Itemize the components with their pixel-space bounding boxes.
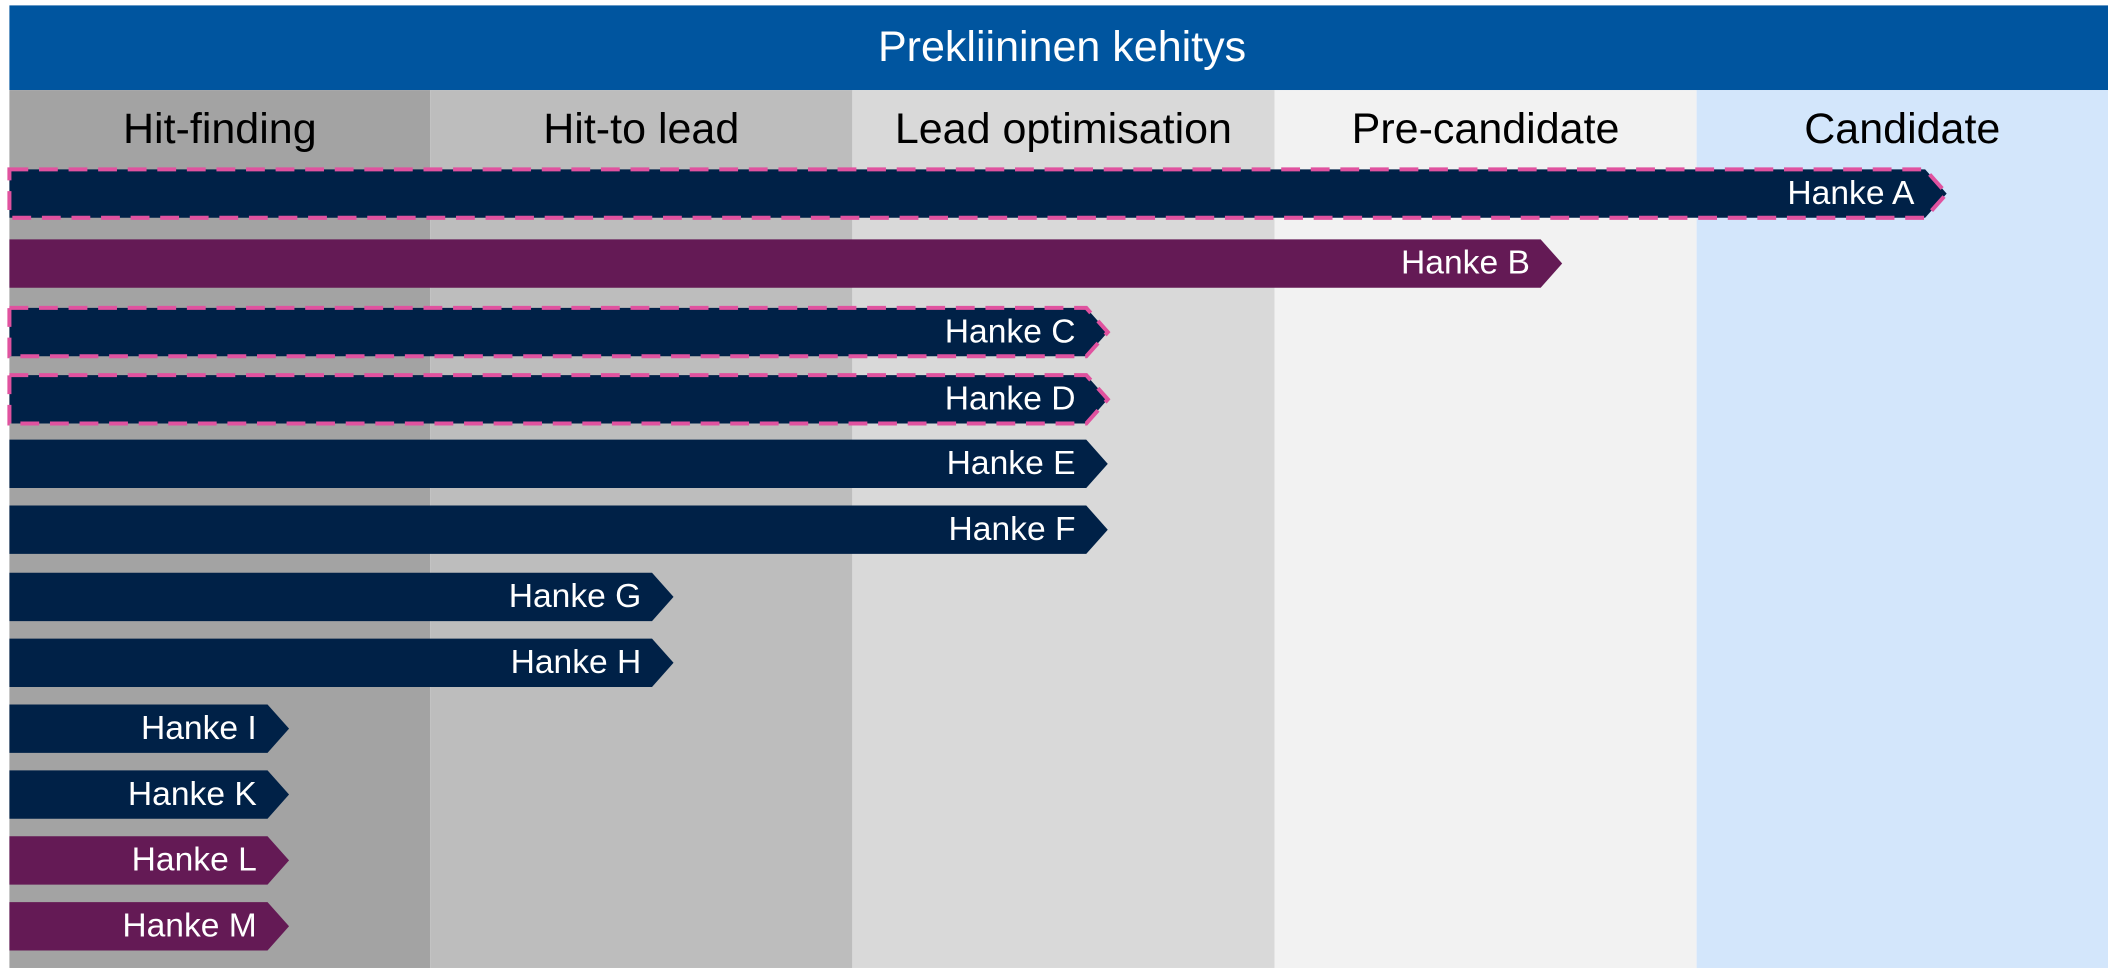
project-label: Hanke I <box>141 710 257 747</box>
project-label: Hanke K <box>128 776 257 813</box>
header-bar <box>9 5 2108 91</box>
project-label: Hanke A <box>1787 175 1915 212</box>
project-arrow <box>9 375 1108 424</box>
phase-column <box>1274 90 1697 968</box>
project-label: Hanke M <box>122 908 256 945</box>
project-label: Hanke C <box>945 313 1076 350</box>
project-arrow <box>9 638 674 688</box>
project-label: Hanke E <box>947 445 1076 482</box>
project-arrow <box>9 505 1108 554</box>
highlight-outline <box>7 305 1111 359</box>
phase-label: Lead optimisation <box>895 105 1232 153</box>
phase-label: Hit-finding <box>123 105 317 153</box>
project-arrow <box>9 902 290 951</box>
project-label: Hanke G <box>509 578 642 615</box>
project-label: Hanke F <box>949 511 1076 548</box>
project-arrow <box>9 572 674 622</box>
phase-column <box>1696 90 2108 968</box>
project-arrow <box>9 836 290 885</box>
project-arrow <box>9 704 290 753</box>
highlight-outline <box>7 373 1111 426</box>
project-arrow <box>9 307 1108 357</box>
phase-label: Pre-candidate <box>1352 105 1620 153</box>
project-arrow <box>9 439 1108 489</box>
project-label: Hanke L <box>132 842 257 879</box>
project-label: Hanke D <box>945 381 1076 418</box>
project-arrow <box>9 169 1947 218</box>
phase-label: Hit-to lead <box>543 105 739 153</box>
project-arrow <box>9 239 1563 288</box>
project-label: Hanke H <box>511 644 642 681</box>
project-arrow <box>9 770 290 819</box>
project-label: Hanke B <box>1401 245 1530 282</box>
header-title: Prekliininen kehitys <box>878 23 1246 71</box>
phase-label: Candidate <box>1804 105 2000 153</box>
highlight-outline <box>7 167 1950 220</box>
